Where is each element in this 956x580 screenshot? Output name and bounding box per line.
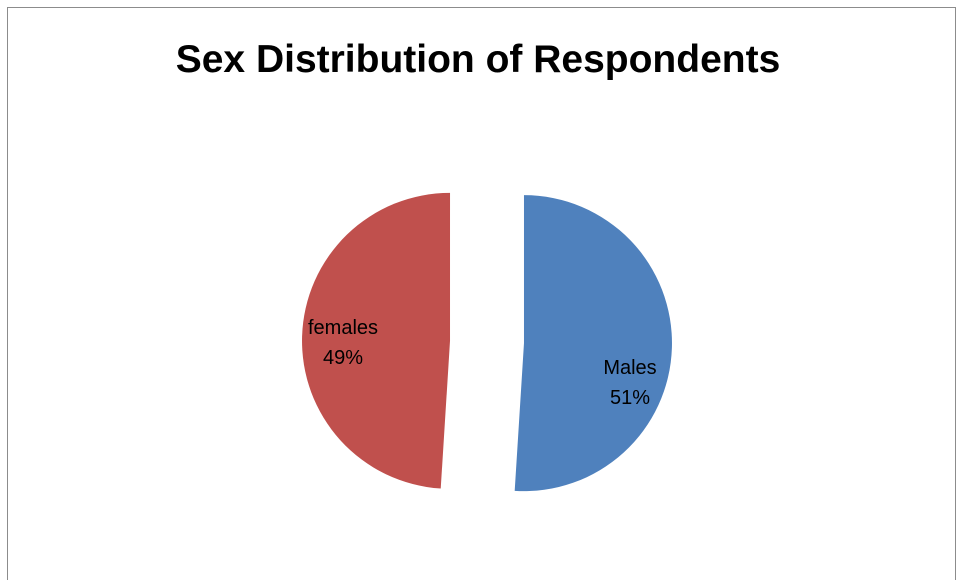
pie-slice-males: [514, 195, 672, 492]
chart-area: [7, 7, 956, 580]
pie-slice-females: [302, 192, 451, 489]
slice-percent-label: 49%: [323, 347, 363, 369]
chart-title: Sex Distribution of Respondents: [175, 38, 781, 81]
slice-category-label: females: [308, 317, 378, 339]
slice-percent-label: 51%: [610, 387, 650, 409]
slice-category-label: Males: [603, 357, 656, 379]
